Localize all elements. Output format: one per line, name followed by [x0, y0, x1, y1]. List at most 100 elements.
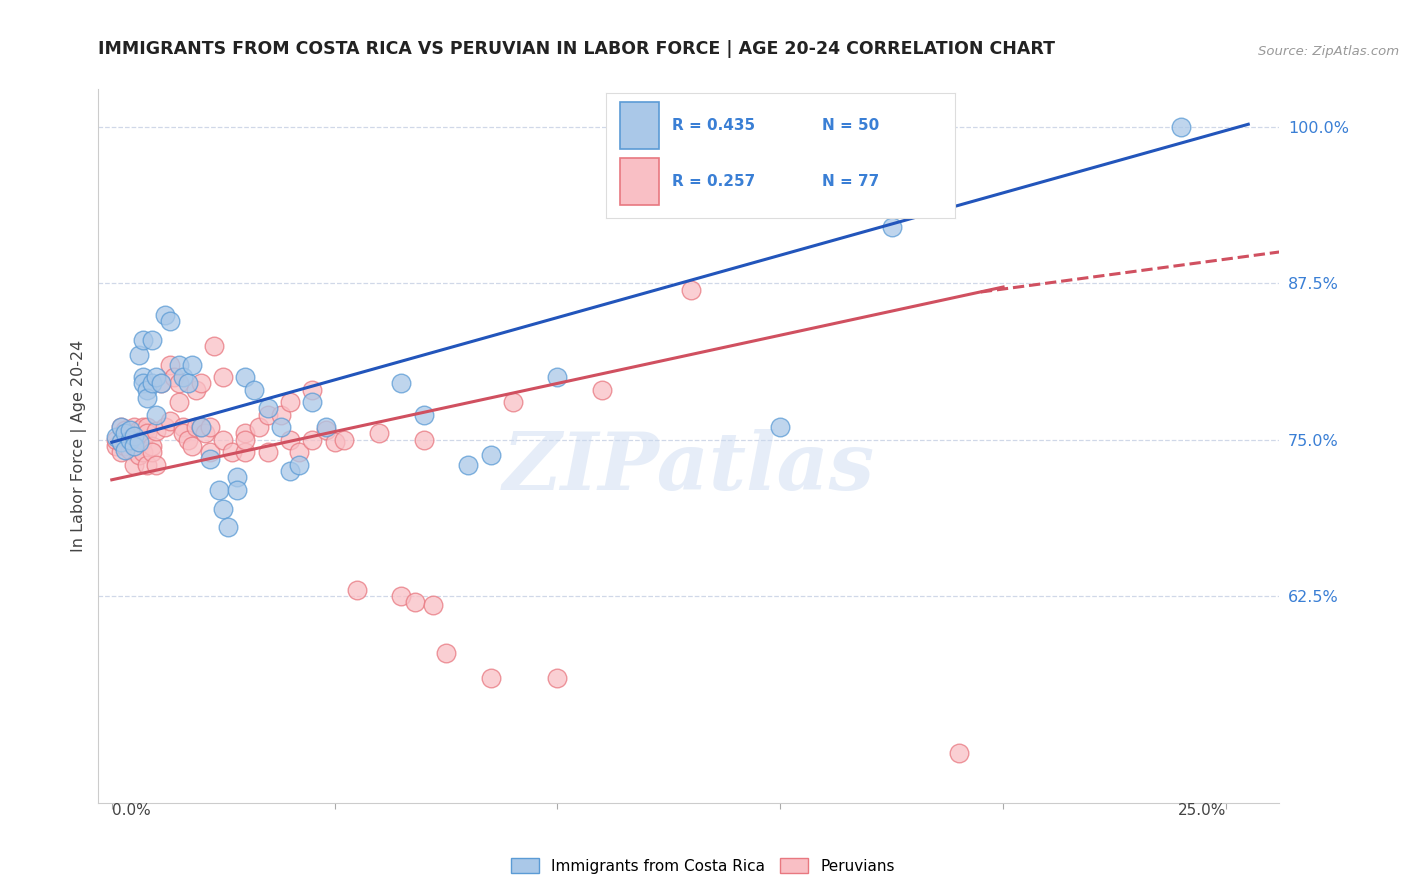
Point [546, 671, 568, 685]
Point [167, 395, 190, 409]
Point [128, 423, 150, 437]
Point [457, 458, 479, 472]
Point [114, 423, 136, 437]
Point [198, 451, 221, 466]
Text: Source: ZipAtlas.com: Source: ZipAtlas.com [1258, 45, 1399, 58]
Point [256, 445, 278, 459]
Point [149, 376, 172, 391]
Point [141, 333, 163, 347]
Point [132, 433, 155, 447]
Point [190, 420, 212, 434]
Point [122, 458, 145, 472]
Point [132, 376, 155, 391]
Point [880, 219, 903, 234]
Point [141, 376, 163, 391]
Point [176, 376, 198, 391]
Point [141, 439, 163, 453]
Point [136, 392, 159, 406]
Point [346, 582, 368, 597]
Point [315, 423, 337, 437]
Point [132, 445, 155, 459]
Point [159, 358, 181, 372]
Point [202, 339, 225, 353]
Point [422, 598, 444, 612]
Point [105, 433, 128, 447]
Point [368, 426, 391, 441]
Point [110, 445, 132, 459]
Point [136, 383, 159, 397]
Point [118, 435, 141, 450]
Point [118, 433, 141, 447]
Point [434, 646, 457, 660]
Point [155, 308, 177, 322]
Point [217, 520, 239, 534]
Point [270, 408, 292, 422]
Point [212, 370, 235, 384]
Point [110, 435, 132, 450]
Point [122, 439, 145, 453]
Point [186, 383, 208, 397]
Point [141, 445, 163, 459]
Point [235, 370, 257, 384]
Point [412, 433, 434, 447]
Point [323, 435, 346, 450]
Point [118, 426, 141, 441]
Point [769, 420, 792, 434]
Point [301, 383, 323, 397]
Point [212, 501, 235, 516]
Point [681, 283, 703, 297]
Point [243, 383, 266, 397]
Point [159, 414, 181, 428]
Text: ZIPatlas: ZIPatlas [503, 429, 875, 506]
Point [186, 420, 208, 434]
Point [128, 448, 150, 462]
Point [105, 430, 128, 444]
Point [110, 435, 132, 450]
Point [172, 370, 194, 384]
Text: IMMIGRANTS FROM COSTA RICA VS PERUVIAN IN LABOR FORCE | AGE 20-24 CORRELATION CH: IMMIGRANTS FROM COSTA RICA VS PERUVIAN I… [98, 40, 1056, 58]
Point [132, 420, 155, 434]
Point [235, 433, 257, 447]
Point [270, 420, 292, 434]
Point [105, 439, 128, 453]
Point [190, 376, 212, 391]
Point [247, 420, 270, 434]
Point [301, 395, 323, 409]
Point [198, 445, 221, 459]
Point [208, 483, 231, 497]
Point [412, 408, 434, 422]
Point [546, 370, 568, 384]
Point [145, 458, 167, 472]
Point [288, 445, 311, 459]
Point [479, 671, 502, 685]
Point [1170, 120, 1192, 134]
Point [128, 439, 150, 453]
Point [190, 420, 212, 434]
Point [114, 439, 136, 453]
Point [479, 448, 502, 462]
Point [118, 442, 141, 457]
Text: 0.0%: 0.0% [112, 803, 150, 818]
Point [502, 395, 524, 409]
Point [122, 420, 145, 434]
Point [114, 426, 136, 441]
Point [132, 370, 155, 384]
Point [181, 439, 204, 453]
Point [315, 420, 337, 434]
Point [181, 358, 204, 372]
Point [404, 595, 426, 609]
Point [118, 423, 141, 437]
Point [235, 426, 257, 441]
Point [172, 420, 194, 434]
Point [114, 442, 136, 457]
Legend: Immigrants from Costa Rica, Peruvians: Immigrants from Costa Rica, Peruvians [505, 852, 901, 880]
Point [212, 433, 235, 447]
Point [225, 470, 247, 484]
Point [110, 420, 132, 434]
Y-axis label: In Labor Force | Age 20-24: In Labor Force | Age 20-24 [72, 340, 87, 552]
Point [172, 426, 194, 441]
Point [155, 420, 177, 434]
Point [167, 376, 190, 391]
Point [278, 464, 301, 478]
Point [114, 433, 136, 447]
